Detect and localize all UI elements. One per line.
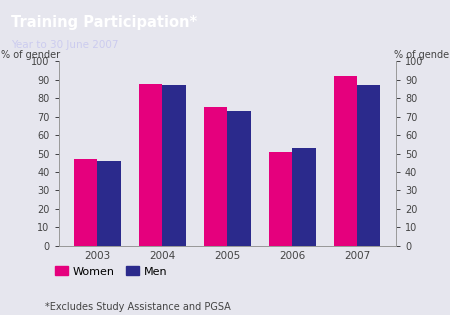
Bar [98,161,121,246]
Bar [162,85,186,246]
Bar [334,76,357,246]
Legend: Women, Men: Women, Men [50,262,172,281]
Bar [292,148,315,246]
Bar [139,83,162,246]
Text: % of gender: % of gender [394,49,450,60]
Text: *Excludes Study Assistance and PGSA: *Excludes Study Assistance and PGSA [45,302,231,312]
Text: Year to 30 June 2007: Year to 30 June 2007 [11,40,119,50]
Bar [227,111,251,246]
Text: % of gender: % of gender [1,49,60,60]
Bar [269,152,292,246]
Bar [357,85,380,246]
Text: Training Participation*: Training Participation* [11,15,198,31]
Bar [204,107,227,246]
Bar [74,159,98,246]
